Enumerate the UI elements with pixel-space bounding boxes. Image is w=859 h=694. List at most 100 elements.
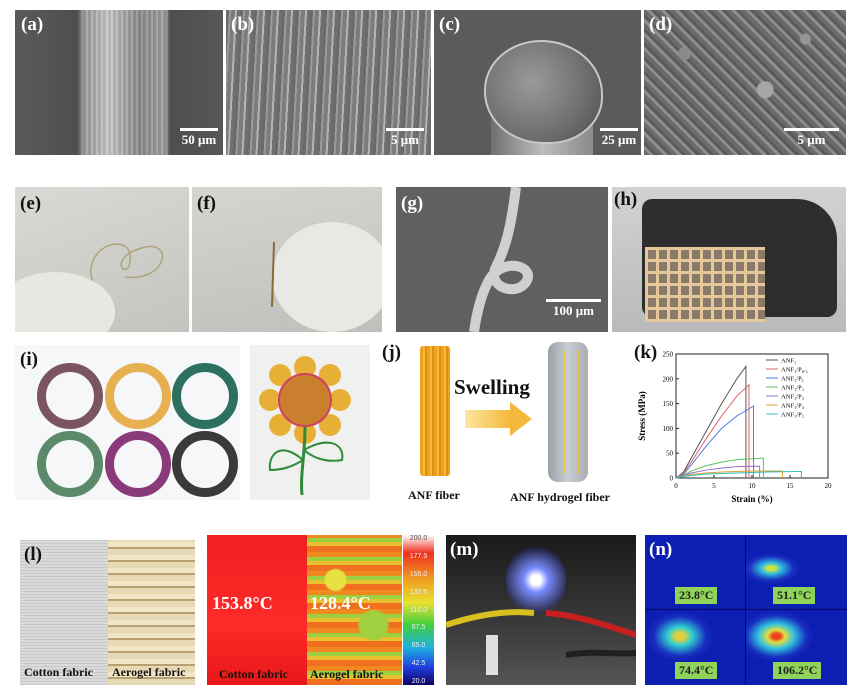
circuit-wires — [446, 609, 636, 675]
scale-label: 50 μm — [181, 132, 217, 147]
colorbar-tick: 200.0 — [409, 535, 428, 542]
series-line — [675, 471, 802, 479]
panel-label: (a) — [21, 14, 44, 35]
scale-bar: 100 μm — [546, 299, 601, 319]
series-line — [675, 383, 750, 479]
legend-label: ANF₁ — [781, 358, 796, 365]
panel-label: (k) — [634, 342, 658, 363]
panel-m: (m) — [446, 535, 636, 685]
aerogel-fabric-photo — [108, 540, 195, 685]
panel-e: (e) — [15, 187, 189, 332]
anf-fiber-caption: ANF fiber — [408, 488, 460, 502]
legend-label: ANF₁/P₂ — [781, 385, 804, 392]
x-tick-label: 20 — [825, 482, 833, 490]
coil-magenta — [105, 431, 171, 497]
cotton-fabric-photo — [20, 540, 108, 685]
series-line — [675, 364, 747, 479]
panel-k: (k) 0 5 10 15 20 0 50 100 150 200 250 Strain (%) Str… — [632, 340, 846, 515]
swelling-label: Swelling — [454, 375, 530, 399]
coil-green — [37, 431, 103, 497]
legend-label: ANF₁/P₅ — [781, 412, 804, 419]
colorbar-tick: 42.5 — [411, 660, 426, 668]
aerogel-temperature: 128.4°C — [310, 593, 371, 613]
swelling-arrow-head — [510, 402, 532, 436]
panel-label: (l) — [24, 544, 42, 565]
x-axis-label: Strain (%) — [731, 494, 772, 504]
series-line — [675, 405, 755, 479]
y-tick-label: 200 — [663, 375, 674, 383]
panel-i-embroidery — [250, 345, 370, 500]
legend-label: ANF₁/P₃ — [781, 394, 804, 401]
scale-bar: 5 μm — [784, 128, 839, 148]
temperature-readout: 74.4°C — [675, 662, 718, 679]
panel-c: (c) 25 μm — [434, 10, 641, 155]
panel-label: (m) — [450, 539, 479, 560]
colorbar-tick: 65.0 — [411, 642, 426, 650]
panel-b: (b) 5 μm — [226, 10, 431, 155]
bent-fiber-photo — [271, 222, 382, 332]
aerogel-thermal-image — [307, 535, 402, 685]
scale-bar: 50 μm — [180, 128, 218, 148]
x-tick-label: 5 — [712, 482, 716, 490]
colorbar-tick: 87.5 — [411, 624, 426, 632]
colorbar-tick: 110.0 — [410, 606, 427, 614]
x-tick-label: 15 — [787, 482, 795, 490]
temperature-readout: 106.2°C — [773, 662, 822, 679]
panel-g: (g) 100 μm — [396, 187, 608, 332]
scale-bar: 25 μm — [600, 128, 638, 148]
y-tick-label: 250 — [663, 351, 674, 359]
cotton-thermal-caption: Cotton fabric — [219, 667, 288, 681]
panel-label: (e) — [20, 193, 42, 214]
colorbar-ticks: 200.0 177.5 155.0 132.5 110.0 87.5 65.0 … — [403, 535, 434, 685]
panel-a: (a) 50 μm — [15, 10, 223, 155]
panel-f: (f) — [192, 187, 382, 332]
panel-label: (h) — [614, 189, 638, 210]
panel-label: (j) — [382, 342, 401, 363]
panel-label: (f) — [197, 193, 216, 214]
temperature-readout: 51.1°C — [773, 587, 816, 604]
fiber-texture — [81, 10, 171, 155]
sunflower-embroidery — [259, 356, 351, 496]
panel-label: (b) — [231, 14, 255, 35]
panel-l-thermal: 153.8°C 128.4°C Cotton fabric Aerogel fa… — [207, 535, 434, 685]
cotton-temperature: 153.8°C — [212, 593, 273, 613]
thermal-quadrant — [746, 535, 847, 610]
coil-yellow — [105, 363, 171, 429]
panel-label: (c) — [439, 14, 461, 35]
panel-h: (h) — [612, 187, 846, 332]
legend-label: ANF₁/P₀.₅ — [781, 367, 808, 374]
panel-n: 23.8°C 51.1°C 74.4°C 106.2°C (n) — [645, 535, 847, 685]
legend-label: ANF₁/P₄ — [781, 403, 805, 410]
scale-label: 25 μm — [601, 132, 637, 147]
panel-label: (n) — [649, 539, 673, 560]
cotton-fabric-caption: Cotton fabric — [24, 665, 93, 679]
aerogel-fabric-caption: Aerogel fabric — [112, 665, 186, 679]
panel-label: (d) — [649, 14, 673, 35]
y-tick-label: 50 — [666, 450, 674, 458]
scale-bar: 5 μm — [386, 128, 424, 148]
swelling-arrow — [465, 410, 510, 428]
anf-fiber-illustration — [420, 346, 450, 476]
coil-purple — [37, 363, 103, 429]
panel-label: (i) — [20, 349, 38, 370]
fiber-loop-photo — [15, 243, 164, 332]
colorbar-tick: 177.5 — [409, 552, 428, 560]
temperature-readout: 23.8°C — [675, 587, 718, 604]
colorbar-tick: 132.5 — [409, 588, 428, 596]
panel-j: (j) Swelling ANF fiber ANF hydrogel fibe… — [380, 340, 630, 510]
fiber-cross-section — [484, 40, 603, 144]
series-line — [675, 457, 764, 479]
coil-black — [172, 431, 238, 497]
scale-label: 100 μm — [553, 303, 594, 318]
coil-teal — [172, 363, 238, 429]
series-line — [675, 465, 761, 479]
legend-label: ANF₁/P₁ — [781, 376, 804, 383]
panel-label: (g) — [401, 193, 424, 214]
cotton-thermal-image — [207, 535, 307, 685]
colorbar-tick: 20.0 — [411, 678, 426, 685]
scale-label: 5 μm — [797, 132, 826, 147]
y-tick-label: 150 — [663, 400, 674, 408]
hydrogel-fiber-illustration — [548, 342, 588, 482]
woven-fabric — [645, 247, 765, 322]
